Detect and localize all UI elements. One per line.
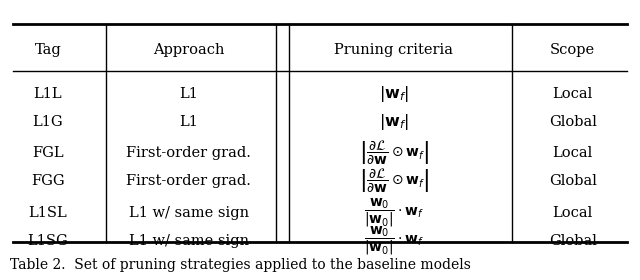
Text: L1L: L1L (34, 87, 62, 101)
Text: L1 w/ same sign: L1 w/ same sign (129, 206, 249, 220)
Text: $\dfrac{\mathbf{w}_0}{|\mathbf{w}_0|} \cdot \mathbf{w}_f$: $\dfrac{\mathbf{w}_0}{|\mathbf{w}_0|} \c… (364, 225, 424, 257)
Text: $\left|\dfrac{\partial \mathcal{L}}{\partial \mathbf{w}} \odot \mathbf{w}_f\righ: $\left|\dfrac{\partial \mathcal{L}}{\par… (358, 166, 429, 195)
Text: Table 2.  Set of pruning strategies applied to the baseline models: Table 2. Set of pruning strategies appli… (10, 258, 470, 272)
Text: Tag: Tag (35, 43, 61, 57)
Text: Global: Global (549, 115, 596, 129)
Text: FGL: FGL (32, 146, 64, 160)
Text: L1G: L1G (33, 115, 63, 129)
Text: L1SL: L1SL (29, 206, 67, 220)
Text: Global: Global (549, 174, 596, 188)
Text: Pruning criteria: Pruning criteria (334, 43, 453, 57)
Text: $\dfrac{\mathbf{w}_0}{|\mathbf{w}_0|} \cdot \mathbf{w}_f$: $\dfrac{\mathbf{w}_0}{|\mathbf{w}_0|} \c… (364, 197, 424, 229)
Text: Scope: Scope (550, 43, 595, 57)
Text: L1: L1 (179, 115, 198, 129)
Text: $|\mathbf{w}_f|$: $|\mathbf{w}_f|$ (378, 84, 409, 104)
Text: L1 w/ same sign: L1 w/ same sign (129, 234, 249, 248)
Text: First-order grad.: First-order grad. (126, 174, 252, 188)
Text: FGG: FGG (31, 174, 65, 188)
Text: $|\mathbf{w}_f|$: $|\mathbf{w}_f|$ (378, 112, 409, 132)
Text: Local: Local (553, 87, 593, 101)
Text: $\left|\dfrac{\partial \mathcal{L}}{\partial \mathbf{w}} \odot \mathbf{w}_f\righ: $\left|\dfrac{\partial \mathcal{L}}{\par… (358, 138, 429, 167)
Text: First-order grad.: First-order grad. (126, 146, 252, 160)
Text: L1SG: L1SG (28, 234, 68, 248)
Text: Local: Local (553, 146, 593, 160)
Text: Local: Local (553, 206, 593, 220)
Text: Global: Global (549, 234, 596, 248)
Text: Approach: Approach (153, 43, 225, 57)
Text: L1: L1 (179, 87, 198, 101)
